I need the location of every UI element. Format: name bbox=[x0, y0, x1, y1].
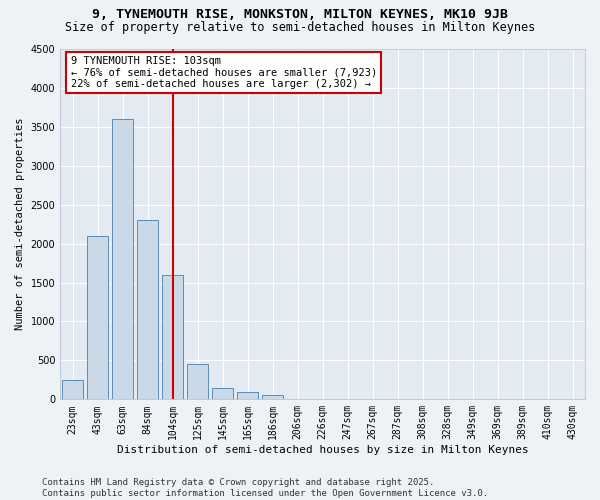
Bar bbox=[212, 388, 233, 400]
Bar bbox=[87, 236, 108, 400]
Bar bbox=[162, 275, 183, 400]
Bar bbox=[237, 392, 258, 400]
Y-axis label: Number of semi-detached properties: Number of semi-detached properties bbox=[15, 118, 25, 330]
Text: 9, TYNEMOUTH RISE, MONKSTON, MILTON KEYNES, MK10 9JB: 9, TYNEMOUTH RISE, MONKSTON, MILTON KEYN… bbox=[92, 8, 508, 20]
Bar bbox=[262, 395, 283, 400]
X-axis label: Distribution of semi-detached houses by size in Milton Keynes: Distribution of semi-detached houses by … bbox=[117, 445, 529, 455]
Bar bbox=[287, 398, 308, 400]
Bar bbox=[62, 380, 83, 400]
Text: Contains HM Land Registry data © Crown copyright and database right 2025.
Contai: Contains HM Land Registry data © Crown c… bbox=[42, 478, 488, 498]
Bar bbox=[137, 220, 158, 400]
Bar bbox=[112, 119, 133, 400]
Bar bbox=[187, 364, 208, 400]
Text: Size of property relative to semi-detached houses in Milton Keynes: Size of property relative to semi-detach… bbox=[65, 21, 535, 34]
Text: 9 TYNEMOUTH RISE: 103sqm
← 76% of semi-detached houses are smaller (7,923)
22% o: 9 TYNEMOUTH RISE: 103sqm ← 76% of semi-d… bbox=[71, 56, 377, 89]
